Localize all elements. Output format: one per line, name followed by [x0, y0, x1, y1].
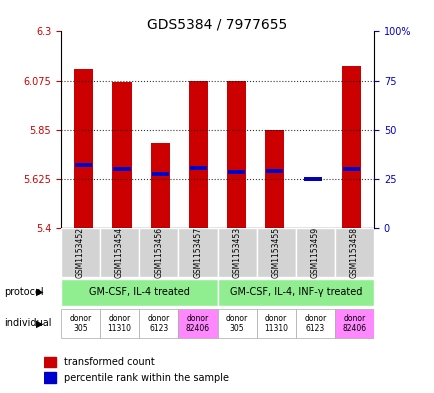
Bar	[341, 66, 360, 228]
Text: GSM1153455: GSM1153455	[271, 227, 280, 278]
Text: protocol: protocol	[4, 287, 44, 297]
FancyBboxPatch shape	[61, 279, 217, 306]
Text: GSM1153452: GSM1153452	[76, 227, 85, 278]
Text: donor
6123: donor 6123	[147, 314, 170, 333]
Text: GDS5384 / 7977655: GDS5384 / 7977655	[147, 18, 287, 32]
Bar	[75, 163, 92, 167]
Text: GM-CSF, IL-4, INF-γ treated: GM-CSF, IL-4, INF-γ treated	[229, 287, 361, 297]
Bar	[43, 373, 56, 383]
Bar	[112, 82, 131, 228]
FancyBboxPatch shape	[61, 309, 100, 338]
Text: donor
82406: donor 82406	[342, 314, 366, 333]
FancyBboxPatch shape	[139, 309, 178, 338]
Text: donor
11310: donor 11310	[263, 314, 288, 333]
Text: ▶: ▶	[36, 318, 44, 329]
FancyBboxPatch shape	[61, 228, 100, 277]
Text: ▶: ▶	[36, 287, 44, 297]
FancyBboxPatch shape	[295, 309, 334, 338]
Text: GSM1153457: GSM1153457	[193, 227, 202, 278]
Text: donor
11310: donor 11310	[107, 314, 132, 333]
Text: donor
82406: donor 82406	[185, 314, 210, 333]
Bar	[74, 68, 93, 228]
FancyBboxPatch shape	[178, 309, 217, 338]
Bar	[188, 81, 207, 228]
FancyBboxPatch shape	[178, 228, 217, 277]
Text: GSM1153456: GSM1153456	[154, 227, 163, 278]
Text: donor
305: donor 305	[69, 314, 92, 333]
Bar	[151, 173, 168, 176]
Text: GSM1153458: GSM1153458	[349, 227, 358, 278]
Text: donor
6123: donor 6123	[303, 314, 326, 333]
Bar	[43, 357, 56, 367]
Bar	[113, 167, 130, 171]
FancyBboxPatch shape	[256, 228, 295, 277]
Bar	[266, 169, 283, 173]
Text: GSM1153459: GSM1153459	[310, 227, 319, 278]
Text: GSM1153453: GSM1153453	[232, 227, 241, 278]
Bar	[227, 81, 246, 228]
FancyBboxPatch shape	[217, 279, 373, 306]
FancyBboxPatch shape	[217, 228, 256, 277]
FancyBboxPatch shape	[100, 228, 139, 277]
Text: GM-CSF, IL-4 treated: GM-CSF, IL-4 treated	[89, 287, 189, 297]
FancyBboxPatch shape	[100, 309, 139, 338]
FancyBboxPatch shape	[139, 228, 178, 277]
FancyBboxPatch shape	[334, 228, 373, 277]
Text: transformed count: transformed count	[64, 357, 154, 367]
Bar	[189, 166, 207, 170]
FancyBboxPatch shape	[256, 309, 295, 338]
FancyBboxPatch shape	[295, 228, 334, 277]
Text: GSM1153454: GSM1153454	[115, 227, 124, 278]
FancyBboxPatch shape	[334, 309, 373, 338]
Bar	[304, 177, 321, 181]
Bar	[150, 143, 169, 228]
Bar	[227, 170, 245, 174]
Text: donor
305: donor 305	[225, 314, 248, 333]
Text: individual: individual	[4, 318, 52, 329]
Bar	[265, 130, 284, 228]
FancyBboxPatch shape	[217, 309, 256, 338]
Bar	[342, 167, 359, 171]
Text: percentile rank within the sample: percentile rank within the sample	[64, 373, 228, 383]
